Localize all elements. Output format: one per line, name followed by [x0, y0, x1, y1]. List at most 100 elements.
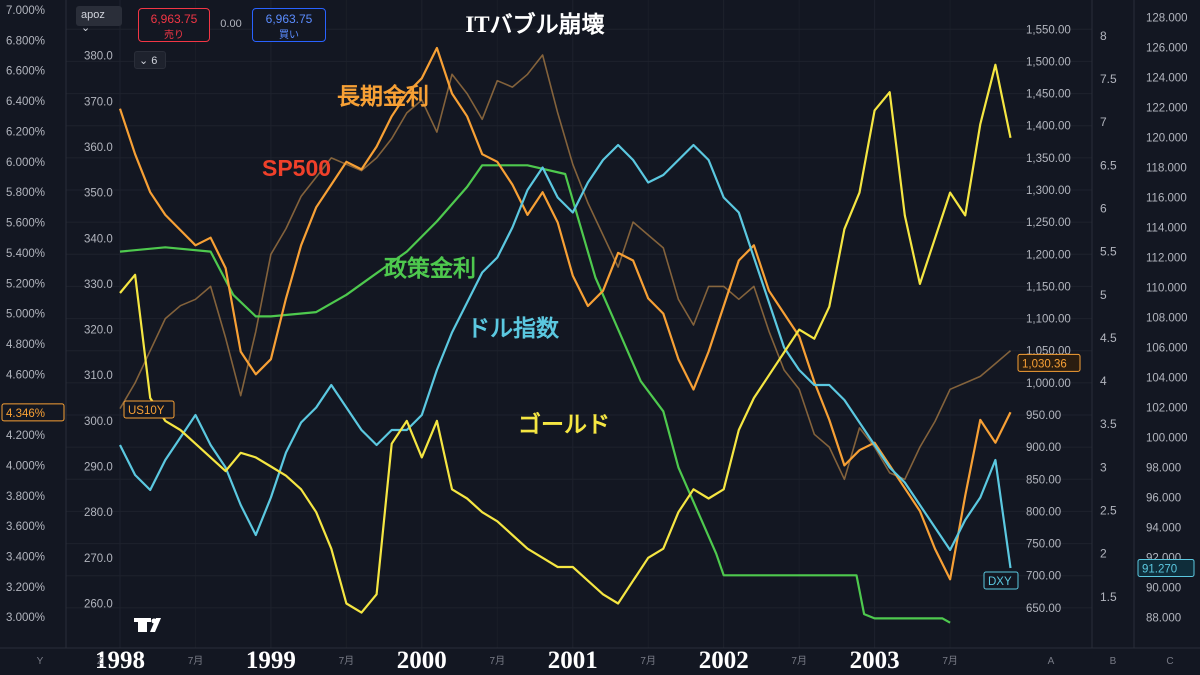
tick-right_dxy: 102.000 — [1146, 403, 1188, 415]
sell-price: 6,963.75 — [150, 12, 198, 26]
tick-left_pct: 7.000% — [6, 5, 45, 17]
tick-right_sp500: 1,000.00 — [1026, 378, 1071, 390]
tick-right_sp500: 900.00 — [1026, 442, 1061, 454]
right-dxy-ticks: 128.000 126.000 124.000 122.000 120.000 118.0… — [1146, 13, 1188, 625]
month-label: 7月 — [188, 655, 204, 667]
time-axis[interactable]: 1998 7月 1999 7月 2000 7月 2001 7月 2002 7月 2003 7月 — [95, 647, 958, 674]
tick-left_pct: 6.200% — [6, 126, 45, 138]
tick-right_sp500: 1,150.00 — [1026, 281, 1071, 293]
tick-left_pct: 6.800% — [6, 35, 45, 47]
axis-btn-y[interactable]: Y — [37, 656, 44, 667]
year-label-2000: 2000 — [397, 647, 447, 674]
price-tags: 4.346% US10Y 1,030.36 91.270 DXY — [1, 353, 1195, 590]
tick-right_dxy: 98.000 — [1146, 463, 1181, 475]
annotation-us10y: 長期金利 — [337, 83, 429, 109]
year-label-2003: 2003 — [850, 647, 900, 674]
svg-text:US10Y: US10Y — [128, 405, 165, 417]
annotation-gold: ゴールド — [518, 411, 610, 437]
tick-right_dxy: 120.000 — [1146, 133, 1188, 145]
left-gold-ticks: 380.0 370.0 360.0 350.0 340.0 330.0 320.0 310.0… — [84, 51, 113, 611]
tick-left_pct: 3.600% — [6, 521, 45, 533]
axis-btn-c[interactable]: C — [1166, 656, 1173, 667]
buy-price: 6,963.75 — [265, 12, 313, 26]
month-label: 7月 — [490, 655, 506, 667]
tick-left_gold: 340.0 — [84, 233, 113, 245]
tick-left_pct: 6.000% — [6, 157, 45, 169]
tick-left_pct: 3.000% — [6, 612, 45, 624]
tick-left_gold: 350.0 — [84, 188, 113, 200]
tick-left_pct: 5.000% — [6, 309, 45, 321]
tick-left_gold: 270.0 — [84, 553, 113, 565]
year-label-1998: 1998 — [95, 647, 145, 674]
tick-right_fed: 7.5 — [1100, 72, 1117, 86]
tick-right_fed: 6.5 — [1100, 158, 1117, 172]
svg-text:DXY: DXY — [988, 576, 1012, 588]
tick-left_gold: 330.0 — [84, 279, 113, 291]
tick-left_pct: 5.600% — [6, 218, 45, 230]
tick-right_dxy: 88.000 — [1146, 613, 1181, 625]
indicator-count: 6 — [151, 55, 158, 67]
buy-label: 買い — [279, 30, 299, 41]
tick-right_sp500: 800.00 — [1026, 506, 1061, 518]
chevron-down-icon: ⌄ — [139, 55, 149, 67]
tick-right_fed: 8 — [1100, 29, 1107, 43]
series-line-us10y — [118, 46, 1012, 581]
axis-btn-a[interactable]: A — [1048, 656, 1055, 667]
right-fed-ticks: 8 7.5 7 6.5 6 5.5 5 4.5 4 3.5 3 2.5 2 1.5 — [1100, 29, 1117, 604]
annotation-fed: 政策金利 — [384, 255, 476, 281]
sell-button[interactable]: 6,963.75 売り — [138, 8, 210, 42]
tag-us10y-name: US10Y — [123, 400, 175, 419]
tick-right_dxy: 90.000 — [1146, 583, 1181, 595]
series-line-sp500 — [119, 54, 1012, 481]
tick-right_sp500: 1,450.00 — [1026, 89, 1071, 101]
tick-right_fed: 7 — [1100, 115, 1107, 129]
svg-text:4.346%: 4.346% — [6, 408, 45, 420]
series-layer — [118, 46, 1012, 624]
tick-right_fed: 5 — [1100, 288, 1107, 302]
tick-right_sp500: 1,250.00 — [1026, 217, 1071, 229]
indicator-toggle[interactable]: ⌄ 6 — [134, 51, 166, 69]
tick-right_sp500: 1,400.00 — [1026, 121, 1071, 133]
tick-left_gold: 320.0 — [84, 325, 113, 337]
tick-right_fed: 6 — [1100, 202, 1107, 216]
tick-right_sp500: 700.00 — [1026, 571, 1061, 583]
tick-right_sp500: 1,500.00 — [1026, 56, 1071, 68]
symbol-selector[interactable]: apoz ⌄ — [76, 6, 122, 34]
tick-right_sp500: 1,200.00 — [1026, 249, 1071, 261]
tick-right_sp500: 750.00 — [1026, 539, 1061, 551]
tick-left_pct: 4.000% — [6, 460, 45, 472]
year-label-1999: 1999 — [246, 647, 296, 674]
tick-left_pct: 5.400% — [6, 248, 45, 260]
symbol-short: apoz — [81, 9, 105, 21]
tick-right_sp500: 1,350.00 — [1026, 153, 1071, 165]
tradingview-logo — [134, 618, 161, 632]
tick-right_dxy: 106.000 — [1146, 343, 1188, 355]
tick-right_dxy: 108.000 — [1146, 313, 1188, 325]
tick-right_fed: 2.5 — [1100, 504, 1117, 518]
tick-left_gold: 300.0 — [84, 416, 113, 428]
tick-left_gold: 380.0 — [84, 51, 113, 63]
tick-left_pct: 4.600% — [6, 369, 45, 381]
axis-btn-z[interactable]: Z — [97, 656, 103, 667]
tick-right_dxy: 118.000 — [1146, 163, 1187, 175]
tick-right_dxy: 100.000 — [1146, 433, 1188, 445]
tick-right_dxy: 122.000 — [1146, 103, 1188, 115]
tick-right_fed: 3.5 — [1100, 417, 1117, 431]
tick-right_fed: 2 — [1100, 547, 1107, 561]
left-pct-axis-bg — [0, 0, 66, 648]
tick-right_fed: 4.5 — [1100, 331, 1117, 345]
tick-left_gold: 290.0 — [84, 462, 113, 474]
axis-btn-b[interactable]: B — [1110, 656, 1117, 667]
tick-left_gold: 280.0 — [84, 507, 113, 519]
right-sp500-ticks: 1,550.00 1,500.00 1,450.00 1,400.00 1,350.00… — [1026, 24, 1071, 615]
buy-button[interactable]: 6,963.75 買い — [252, 8, 326, 42]
month-label: 7月 — [339, 655, 355, 667]
tick-right_sp500: 650.00 — [1026, 603, 1061, 615]
tag-sp500-current: 1,030.36 — [1017, 353, 1081, 372]
chart-title: ITバブル崩壊 — [465, 11, 604, 37]
tick-left_pct: 5.200% — [6, 278, 45, 290]
tick-right_dxy: 104.000 — [1146, 373, 1188, 385]
tick-right_fed: 4 — [1100, 374, 1107, 388]
